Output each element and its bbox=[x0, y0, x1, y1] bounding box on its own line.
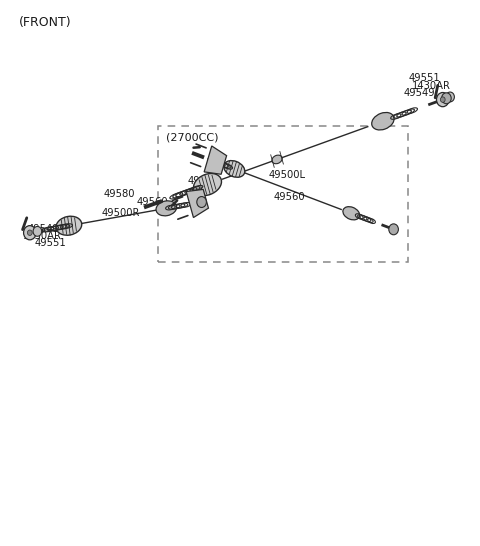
Text: (2700CC): (2700CC) bbox=[166, 132, 218, 142]
Circle shape bbox=[197, 197, 206, 207]
Circle shape bbox=[24, 225, 36, 240]
Text: 1430AR: 1430AR bbox=[412, 81, 451, 91]
Text: (FRONT): (FRONT) bbox=[19, 16, 72, 29]
Ellipse shape bbox=[372, 112, 394, 130]
Text: 49560: 49560 bbox=[274, 192, 305, 202]
Text: 1430AR: 1430AR bbox=[23, 232, 62, 241]
Text: 49580: 49580 bbox=[187, 176, 219, 186]
Bar bbox=[158, 126, 408, 262]
Text: 49500L: 49500L bbox=[269, 170, 306, 180]
Circle shape bbox=[436, 92, 449, 106]
Ellipse shape bbox=[56, 216, 82, 235]
Circle shape bbox=[27, 230, 32, 235]
Circle shape bbox=[442, 93, 451, 104]
Polygon shape bbox=[204, 146, 227, 174]
Ellipse shape bbox=[224, 161, 245, 177]
Ellipse shape bbox=[343, 207, 360, 220]
Text: 49549: 49549 bbox=[28, 224, 60, 234]
Polygon shape bbox=[186, 189, 208, 217]
Text: 49580: 49580 bbox=[103, 189, 135, 199]
Text: 49500R: 49500R bbox=[102, 209, 140, 218]
Circle shape bbox=[389, 224, 398, 235]
Circle shape bbox=[33, 227, 42, 236]
Text: 49560: 49560 bbox=[137, 198, 168, 207]
Ellipse shape bbox=[156, 201, 177, 216]
Text: 49551: 49551 bbox=[35, 239, 66, 248]
Ellipse shape bbox=[193, 174, 221, 195]
Circle shape bbox=[440, 97, 445, 102]
Circle shape bbox=[446, 92, 455, 102]
Text: 49551: 49551 bbox=[409, 73, 441, 83]
Ellipse shape bbox=[272, 155, 282, 164]
Text: 49549: 49549 bbox=[403, 88, 435, 98]
